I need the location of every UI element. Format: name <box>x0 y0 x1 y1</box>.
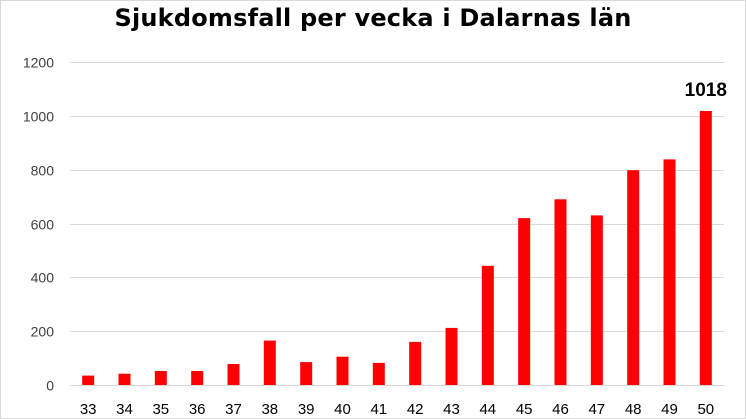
x-tick-label-38: 38 <box>261 401 278 418</box>
x-tick-label-48: 48 <box>625 401 642 418</box>
x-tick-label-46: 46 <box>552 401 569 418</box>
bar-week-49 <box>663 159 676 385</box>
x-tick-label-50: 50 <box>697 401 714 418</box>
bar-week-46 <box>554 199 567 385</box>
x-tick-label-42: 42 <box>407 401 424 418</box>
x-tick-label-49: 49 <box>661 401 678 418</box>
x-tick-label-35: 35 <box>152 401 169 418</box>
bar-week-42 <box>409 341 422 385</box>
y-tick-label-400: 400 <box>31 270 55 286</box>
bar-week-44 <box>481 265 494 385</box>
x-tick-label-43: 43 <box>443 401 460 418</box>
data-label-week-50: 1018 <box>685 80 727 101</box>
x-tick-label-41: 41 <box>370 401 387 418</box>
x-tick-label-40: 40 <box>334 401 351 418</box>
chart-title: Sjukdomsfall per vecka i Dalarnas län <box>114 4 632 32</box>
bar-week-35 <box>154 371 167 385</box>
y-tick-label-800: 800 <box>31 163 55 179</box>
bar-week-40 <box>336 356 349 385</box>
y-tick-label-0: 0 <box>46 378 54 394</box>
y-tick-label-1000: 1000 <box>23 109 54 125</box>
x-tick-label-45: 45 <box>516 401 533 418</box>
x-tick-label-37: 37 <box>225 401 242 418</box>
bar-week-37 <box>227 364 240 385</box>
bar-week-47 <box>590 215 603 385</box>
y-tick-label-1200: 1200 <box>23 55 54 71</box>
bar-week-50 <box>699 111 712 385</box>
x-tick-label-47: 47 <box>588 401 605 418</box>
y-tick-label-200: 200 <box>31 324 55 340</box>
bar-week-36 <box>191 371 204 385</box>
x-tick-label-36: 36 <box>189 401 206 418</box>
y-tick-label-600: 600 <box>31 217 55 233</box>
x-tick-label-39: 39 <box>298 401 315 418</box>
bar-week-41 <box>372 362 385 385</box>
x-tick-label-33: 33 <box>80 401 97 418</box>
x-tick-label-44: 44 <box>479 401 496 418</box>
bar-week-33 <box>82 375 95 385</box>
bar-week-34 <box>118 373 131 385</box>
bar-week-45 <box>518 218 531 385</box>
bar-week-43 <box>445 327 458 385</box>
bar-week-48 <box>627 170 640 385</box>
bar-week-39 <box>300 362 313 385</box>
x-tick-label-34: 34 <box>116 401 133 418</box>
bar-week-38 <box>263 340 276 385</box>
